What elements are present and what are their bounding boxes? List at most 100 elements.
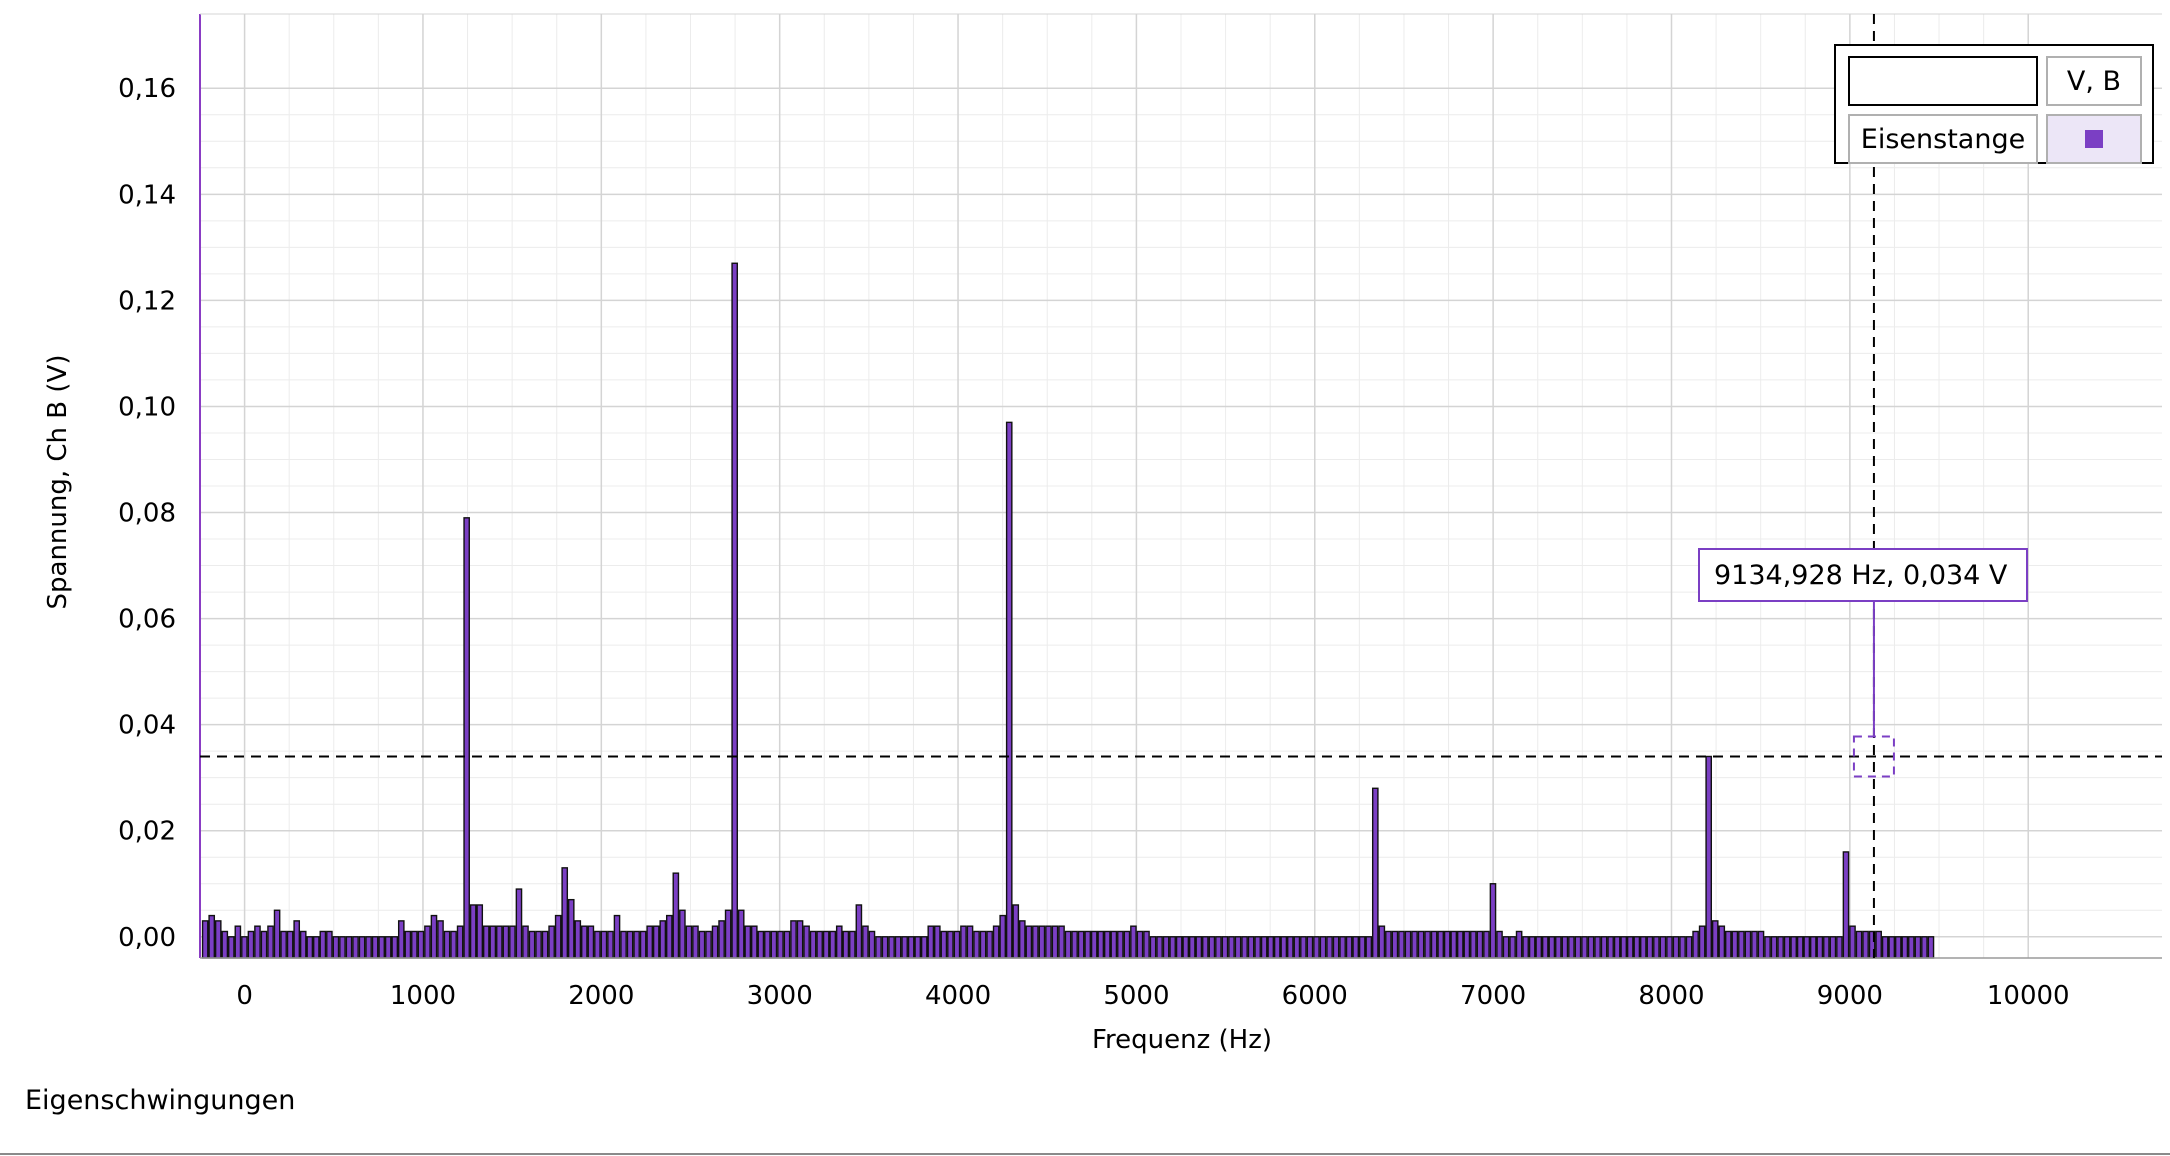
y-tick-label: 0,12 <box>118 286 176 316</box>
x-tick-label: 5000 <box>1103 981 1169 1011</box>
bar <box>1228 936 1235 959</box>
bar <box>855 904 863 959</box>
bar <box>1084 930 1091 959</box>
bar <box>1332 936 1340 959</box>
bar <box>992 925 1000 959</box>
bar <box>1032 925 1039 959</box>
bar <box>273 909 281 959</box>
bar <box>927 925 935 959</box>
bar <box>299 930 307 959</box>
bar <box>1711 920 1719 959</box>
bar <box>594 930 601 959</box>
bar <box>907 936 915 959</box>
bar <box>1143 930 1150 959</box>
bar <box>319 930 327 959</box>
legend-empty-cell[interactable] <box>1848 56 2038 106</box>
bar <box>849 930 856 959</box>
bar <box>1306 936 1314 959</box>
bar <box>868 930 876 959</box>
bar <box>567 898 575 959</box>
y-tick-labels: 0,00 0,02 0,04 0,06 0,08 0,10 0,12 0,14 0,16 <box>118 74 176 953</box>
bar <box>404 930 412 959</box>
bar <box>1045 925 1052 959</box>
bar <box>450 930 457 959</box>
legend-swatch-cell[interactable] <box>2046 114 2142 164</box>
bar <box>1358 936 1366 959</box>
bar <box>1385 930 1392 959</box>
bar <box>293 920 301 959</box>
bar <box>1770 936 1778 959</box>
bar <box>652 925 660 959</box>
bar <box>881 936 889 959</box>
bar <box>463 517 470 959</box>
bar <box>1182 936 1190 959</box>
bar <box>1816 936 1824 959</box>
bar <box>1221 936 1229 959</box>
bar <box>1077 930 1085 959</box>
bar <box>862 925 869 959</box>
bar <box>829 930 837 959</box>
bar <box>920 936 928 959</box>
bar <box>1796 936 1804 959</box>
bar <box>1842 851 1850 959</box>
bar <box>1090 930 1098 959</box>
bar <box>1836 936 1843 959</box>
bar <box>358 936 366 959</box>
bar <box>783 930 791 959</box>
crosshair-cursor[interactable] <box>200 14 2162 958</box>
bar <box>1483 930 1490 959</box>
bar <box>1731 930 1739 959</box>
bar <box>600 930 608 959</box>
bar <box>1234 936 1242 959</box>
bar <box>639 930 647 959</box>
x-tick-label: 9000 <box>1817 981 1883 1011</box>
bar <box>698 930 706 959</box>
bar <box>999 914 1007 959</box>
bar <box>1790 936 1797 959</box>
bar <box>1908 936 1915 959</box>
bar <box>443 930 451 959</box>
bar <box>345 936 353 959</box>
grid-lines <box>200 14 2162 958</box>
bar <box>554 914 562 959</box>
bar <box>1607 936 1614 959</box>
bar <box>234 925 242 959</box>
bar <box>835 925 843 959</box>
bar <box>509 925 516 959</box>
x-tick-label: 2000 <box>568 981 634 1011</box>
bar <box>901 936 908 959</box>
bar <box>1646 936 1654 959</box>
y-tick-label: 0,00 <box>118 923 176 953</box>
bar <box>607 930 614 959</box>
bar <box>1476 930 1484 959</box>
bar <box>306 936 314 959</box>
cursor-marker[interactable] <box>1852 735 1895 778</box>
bar <box>1620 936 1628 959</box>
bar <box>581 925 588 959</box>
bar <box>1130 925 1137 959</box>
x-tick-labels: 0 1000 2000 3000 4000 5000 6000 7000 8000 9000 100… <box>236 981 2069 1011</box>
y-tick-label: 0,10 <box>118 392 176 422</box>
bar <box>1862 930 1869 959</box>
bar <box>528 930 536 959</box>
bar <box>469 904 477 959</box>
bar <box>489 925 497 959</box>
y-axis-label: Spannung, Ch B (V) <box>43 355 73 610</box>
bar <box>312 936 320 959</box>
bar <box>1757 930 1765 959</box>
bar <box>1633 936 1641 959</box>
bar <box>737 909 745 959</box>
bar <box>1613 936 1621 959</box>
bar <box>201 920 209 959</box>
bar <box>1561 936 1569 959</box>
bar <box>1809 936 1817 959</box>
bar <box>692 925 699 959</box>
bar <box>1058 925 1065 959</box>
bar <box>561 867 569 959</box>
bar <box>456 925 464 959</box>
bar <box>1319 936 1327 959</box>
bar <box>718 920 725 959</box>
x-tick-label: 0 <box>236 981 253 1011</box>
bar <box>809 930 817 959</box>
